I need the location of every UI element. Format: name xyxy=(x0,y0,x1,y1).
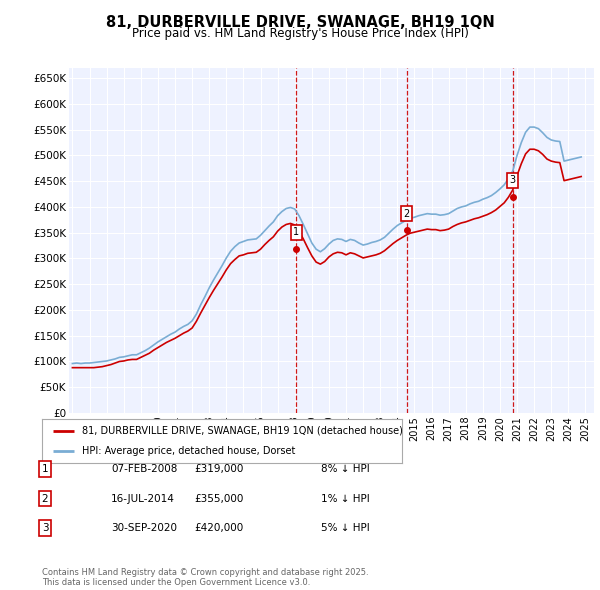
Text: 30-SEP-2020: 30-SEP-2020 xyxy=(111,523,177,533)
Text: 1: 1 xyxy=(41,464,49,474)
Text: 1% ↓ HPI: 1% ↓ HPI xyxy=(321,494,370,503)
Text: 2: 2 xyxy=(403,209,410,219)
Text: 07-FEB-2008: 07-FEB-2008 xyxy=(111,464,178,474)
Text: 81, DURBERVILLE DRIVE, SWANAGE, BH19 1QN (detached house): 81, DURBERVILLE DRIVE, SWANAGE, BH19 1QN… xyxy=(82,426,403,436)
Text: 81, DURBERVILLE DRIVE, SWANAGE, BH19 1QN: 81, DURBERVILLE DRIVE, SWANAGE, BH19 1QN xyxy=(106,15,494,30)
Text: 5% ↓ HPI: 5% ↓ HPI xyxy=(321,523,370,533)
Text: 8% ↓ HPI: 8% ↓ HPI xyxy=(321,464,370,474)
Text: 3: 3 xyxy=(41,523,49,533)
Text: Price paid vs. HM Land Registry's House Price Index (HPI): Price paid vs. HM Land Registry's House … xyxy=(131,27,469,40)
Text: 3: 3 xyxy=(510,175,516,185)
Text: HPI: Average price, detached house, Dorset: HPI: Average price, detached house, Dors… xyxy=(82,446,295,456)
Text: 1: 1 xyxy=(293,227,299,237)
Text: 16-JUL-2014: 16-JUL-2014 xyxy=(111,494,175,503)
Text: 2: 2 xyxy=(41,494,49,503)
Text: £319,000: £319,000 xyxy=(194,464,244,474)
Text: Contains HM Land Registry data © Crown copyright and database right 2025.
This d: Contains HM Land Registry data © Crown c… xyxy=(42,568,368,587)
Text: £355,000: £355,000 xyxy=(194,494,244,503)
Text: £420,000: £420,000 xyxy=(194,523,244,533)
